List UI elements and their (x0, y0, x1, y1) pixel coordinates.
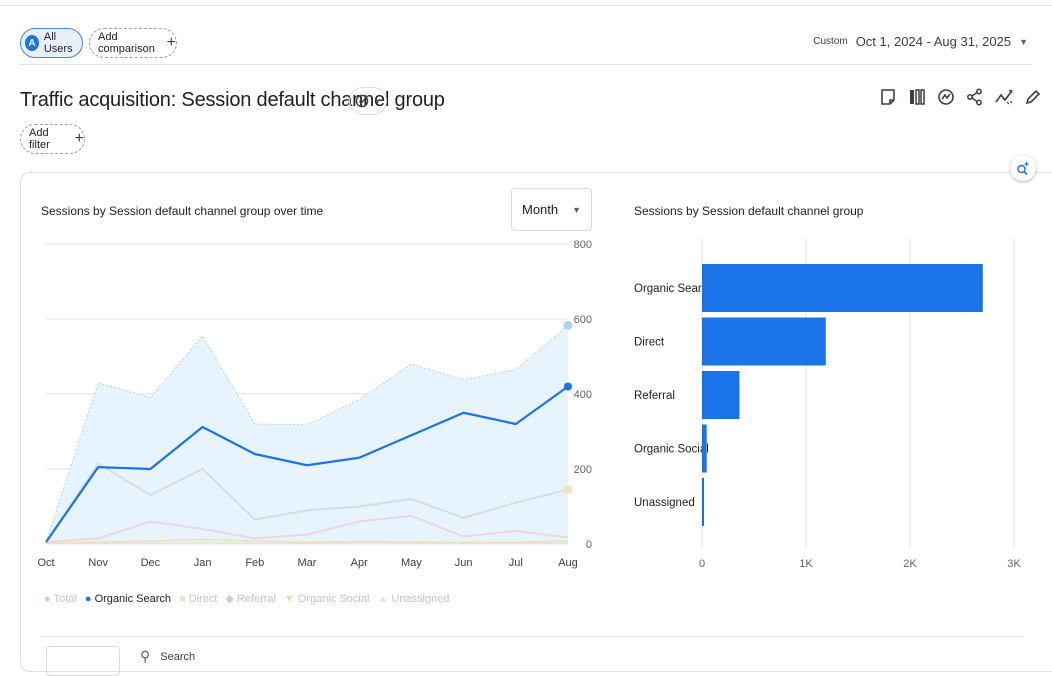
legend-label: Direct (188, 592, 218, 605)
end-marker-organic-search (564, 382, 572, 391)
y-tick-label: 800 (574, 239, 592, 251)
bar-direct (702, 317, 826, 366)
table-search-placeholder: Search (160, 650, 196, 663)
date-preset-label: Custom (813, 36, 848, 47)
check-circle-icon (355, 94, 368, 108)
x-tick-label: Oct (37, 557, 54, 569)
triangle-up-marker-icon: ▲ (377, 592, 389, 605)
segment-chip-all-users[interactable]: A All Users (20, 28, 83, 58)
date-range-picker[interactable]: Custom Oct 1, 2024 - Aug 31, 2025 ▼ (813, 34, 1028, 49)
bar-organic-social (702, 424, 707, 473)
x-tick-label: Aug (558, 557, 578, 569)
legend-label: Unassigned (391, 592, 450, 605)
search-sparkle-icon (1017, 162, 1029, 175)
series-line-total (45, 324, 569, 543)
end-marker-total (563, 320, 573, 330)
plus-icon: + (74, 130, 84, 147)
x-tick-label: 3K (1007, 558, 1021, 570)
y-tick-label: 200 (574, 464, 592, 476)
granularity-value: Month (522, 202, 559, 217)
triangle-down-marker-icon: ▼ (283, 592, 295, 605)
legend-item-total[interactable]: ● Total (44, 593, 77, 605)
add-filter-button[interactable]: Add filter + (20, 124, 85, 154)
series-line-organic-social (45, 538, 569, 544)
x-tick-label: 2K (903, 558, 917, 570)
bar-referral (702, 371, 740, 419)
search-icon: ⚲ (140, 648, 151, 664)
report-icon[interactable] (878, 86, 898, 108)
x-tick-label: Nov (88, 557, 108, 569)
dropdown-caret-icon: ▼ (572, 204, 581, 215)
rows-select[interactable] (46, 646, 120, 676)
series-line-organic-search (45, 385, 569, 543)
bar-unassigned (702, 478, 704, 526)
area-total (46, 325, 568, 544)
legend-label: Total (53, 592, 77, 605)
bar-chart-title: Sessions by Session default channel grou… (634, 204, 864, 218)
legend-item-organic-search[interactable]: ● Organic Search (85, 593, 171, 605)
y-tick-label: 400 (574, 389, 592, 401)
series-line-unassigned (45, 542, 568, 545)
bar-chart: 0 1K 2K 3K Organic Search Direct Referral Organ… (634, 238, 1021, 570)
square-marker-icon: ■ (179, 592, 186, 605)
add-comparison-label: Add comparison (98, 31, 155, 55)
trend-icon[interactable] (994, 86, 1014, 108)
x-tick-label: 0 (699, 558, 705, 570)
plus-icon: + (166, 34, 176, 51)
x-tick-label: 1K (799, 558, 813, 570)
segment-avatar: A (25, 35, 39, 51)
bar-label: Organic Social (634, 444, 709, 456)
diamond-marker-icon: ◆ (225, 593, 234, 605)
legend-label: Organic Social (297, 592, 370, 605)
legend-item-referral[interactable]: ◆ Referral (225, 592, 276, 606)
add-filter-label: Add filter (29, 127, 50, 151)
legend-item-direct[interactable]: ■ Direct (179, 593, 217, 605)
pin-marker-icon: ● (44, 592, 51, 605)
date-range-text: Oct 1, 2024 - Aug 31, 2025 (855, 34, 1012, 49)
header-divider (20, 64, 1032, 65)
bar-label: Unassigned (634, 497, 695, 509)
y-tick-label: 600 (574, 314, 592, 326)
x-tick-label: Mar (298, 557, 317, 569)
bar-label: Referral (634, 390, 675, 402)
series-line-referral (45, 514, 569, 544)
x-tick-label: Dec (141, 557, 161, 569)
end-marker-direct (564, 485, 572, 494)
bar-label: Organic Search (634, 283, 714, 295)
add-comparison-button[interactable]: Add comparison + (89, 28, 177, 58)
x-tick-label: Apr (351, 557, 368, 569)
x-tick-label: Feb (245, 557, 264, 569)
top-divider (0, 5, 1052, 6)
table-divider (41, 636, 1023, 637)
page-title: Traffic acquisition: Session default cha… (20, 89, 445, 111)
x-tick-label: Jan (194, 557, 212, 569)
table-search[interactable]: ⚲ Search (140, 648, 195, 665)
line-chart-title: Sessions by Session default channel grou… (41, 204, 324, 218)
series-line-direct (45, 462, 569, 543)
circle-marker-icon: ● (84, 592, 92, 605)
legend-label: Organic Search (94, 592, 171, 605)
line-chart: 0 200 400 600 800 Oct Nov Dec Jan Feb Mar Apr May Jun… (37, 239, 592, 569)
edit-icon[interactable] (1023, 86, 1043, 108)
x-tick-label: Jul (509, 557, 523, 569)
y-tick-label: 0 (586, 539, 592, 551)
dropdown-caret-icon: ▼ (1019, 36, 1028, 47)
bar-organic-search (702, 264, 983, 312)
search-insights-button[interactable] (1010, 155, 1036, 181)
report-status-menu[interactable]: ▼ (349, 87, 387, 115)
insights-icon[interactable] (936, 86, 956, 108)
compare-columns-icon[interactable] (907, 86, 927, 108)
dropdown-caret-icon: ▼ (373, 96, 382, 106)
x-tick-label: May (401, 557, 422, 569)
legend-item-unassigned[interactable]: ▲ Unassigned (377, 593, 449, 605)
segment-chip-label: All Users (43, 31, 73, 55)
legend-label: Referral (236, 592, 276, 605)
granularity-select[interactable]: Month ▼ (511, 188, 592, 231)
line-chart-legend: ● Total ● Organic Search ■ Direct ◆ Refe… (44, 592, 457, 606)
share-icon[interactable] (965, 86, 985, 108)
bar-label: Direct (634, 337, 665, 349)
legend-item-organic-social[interactable]: ▼ Organic Social (284, 593, 369, 605)
report-toolbar (878, 86, 1043, 108)
x-tick-label: Jun (455, 557, 473, 569)
